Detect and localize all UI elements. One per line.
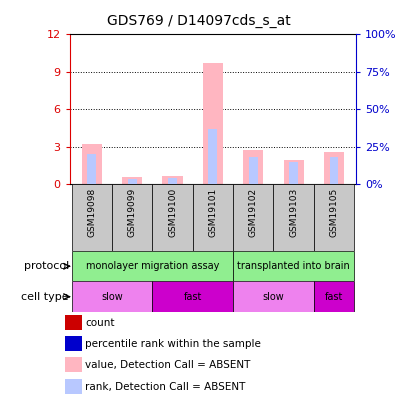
Bar [128, 179, 137, 184]
Text: transplanted into brain: transplanted into brain [237, 261, 350, 271]
Bar [65, 315, 82, 330]
Bar [243, 150, 263, 184]
Text: fast: fast [183, 292, 202, 302]
Text: slow: slow [263, 292, 284, 302]
Text: GSM19101: GSM19101 [209, 188, 217, 237]
Text: percentile rank within the sample: percentile rank within the sample [85, 339, 261, 349]
Bar [122, 177, 142, 184]
Bar [193, 184, 233, 251]
Text: monolayer migration assay: monolayer migration assay [86, 261, 219, 271]
Bar [249, 157, 258, 184]
Bar [273, 184, 314, 251]
Text: GSM19102: GSM19102 [249, 188, 258, 237]
Text: value, Detection Call = ABSENT: value, Detection Call = ABSENT [85, 360, 250, 370]
Text: GSM19100: GSM19100 [168, 188, 177, 237]
Bar [88, 154, 96, 184]
Text: rank, Detection Call = ABSENT: rank, Detection Call = ABSENT [85, 382, 246, 392]
Text: fast: fast [325, 292, 343, 302]
Bar [72, 281, 152, 312]
Bar [233, 251, 354, 281]
Bar [330, 157, 338, 184]
Bar [168, 177, 177, 184]
Bar [233, 281, 314, 312]
Text: GSM19098: GSM19098 [87, 188, 96, 237]
Bar [233, 184, 273, 251]
Text: GDS769 / D14097cds_s_at: GDS769 / D14097cds_s_at [107, 14, 291, 28]
Bar [65, 336, 82, 351]
Bar [112, 184, 152, 251]
Bar [72, 251, 233, 281]
Bar [65, 357, 82, 373]
Bar [209, 129, 217, 184]
Bar [72, 184, 112, 251]
Bar [82, 144, 102, 184]
Text: cell type: cell type [21, 292, 69, 302]
Text: count: count [85, 318, 115, 328]
Text: GSM19105: GSM19105 [330, 188, 339, 237]
Text: GSM19103: GSM19103 [289, 188, 298, 237]
Bar [283, 160, 304, 184]
Text: protocol: protocol [23, 261, 69, 271]
Bar [324, 152, 344, 184]
Bar [162, 176, 183, 184]
Bar [314, 281, 354, 312]
Text: GSM19099: GSM19099 [128, 188, 137, 237]
Bar [152, 184, 193, 251]
Bar [203, 63, 223, 184]
Text: slow: slow [101, 292, 123, 302]
Bar [289, 162, 298, 184]
Bar [152, 281, 233, 312]
Bar [314, 184, 354, 251]
Bar [65, 379, 82, 394]
